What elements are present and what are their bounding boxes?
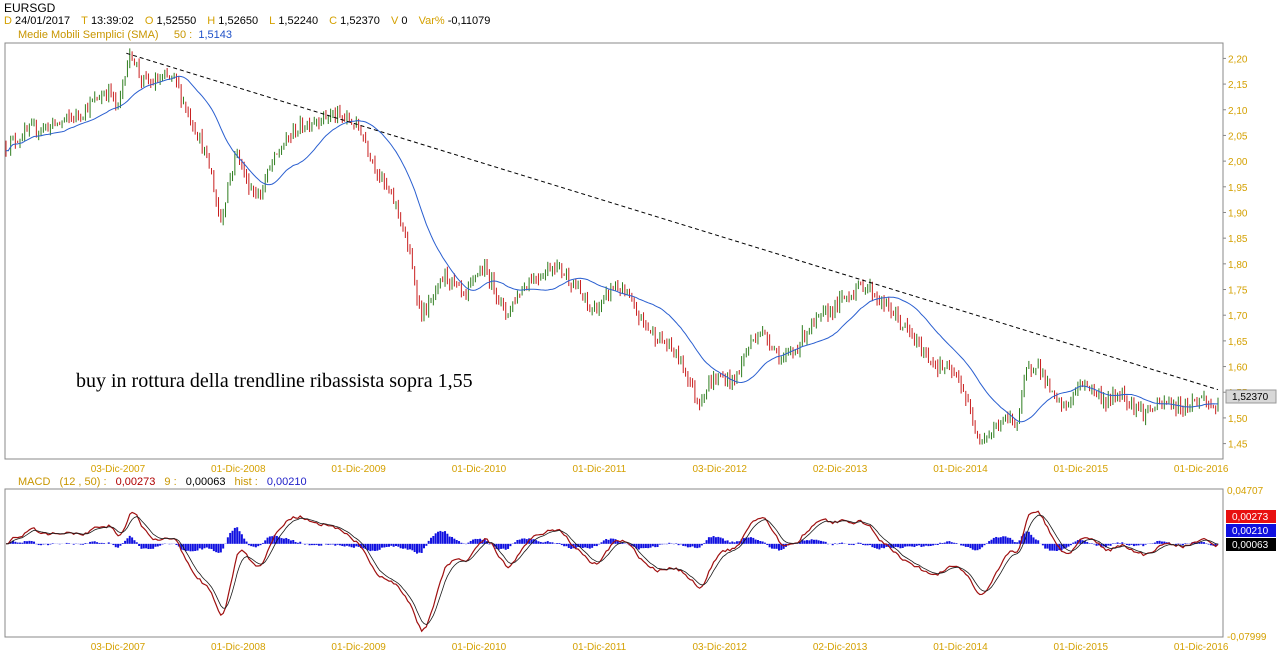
x-tick-label: 01-Dic-2011	[572, 642, 626, 653]
signal-line	[6, 514, 1219, 626]
x-tick-label: 02-Dic-2013	[813, 464, 868, 475]
x-tick-label: 01-Dic-2009	[331, 464, 386, 475]
macd-x-axis: 03-Dic-2007 01-Dic-2008 01-Dic-2009 01-Dic-…	[91, 642, 1229, 653]
macd-label: MACD	[18, 476, 51, 488]
hist-badge: 0,00210	[1226, 524, 1276, 537]
y-tick-label: 1,60	[1228, 363, 1248, 374]
time-value: 13:39:02	[90, 15, 134, 27]
x-tick-label: 01-Dic-2015	[1054, 642, 1109, 653]
hist-label: hist :	[234, 476, 258, 488]
trendline	[126, 52, 1219, 391]
y-tick-label: 1,85	[1228, 234, 1248, 245]
y-tick-label: 1,75	[1228, 286, 1248, 297]
time-key: T	[81, 15, 88, 27]
sma-period: 50 :	[173, 29, 193, 41]
date-value: 24/01/2017	[15, 15, 71, 27]
y-tick-label: 1,90	[1228, 208, 1248, 219]
sma-label: Medie Mobili Semplici (SMA)	[18, 29, 159, 41]
sma-value: 1,5143	[198, 29, 233, 41]
macd-ymax-label: 0,04707	[1227, 486, 1264, 497]
price-y-axis: 2,20 2,15 2,10 2,05 2,00 1,95 1,90 1,85 1,80 1,75…	[1223, 54, 1248, 451]
macd-line	[5, 510, 1219, 633]
y-tick-label: 1,70	[1228, 311, 1248, 322]
macd-params: (12 , 50) :	[59, 476, 107, 488]
low-key: L	[269, 15, 276, 27]
x-tick-label: 03-Dic-2007	[91, 642, 146, 653]
price-badge: 1,52370	[1225, 389, 1277, 404]
y-tick-label: 1,95	[1228, 183, 1248, 194]
x-tick-label: 03-Dic-2007	[91, 464, 146, 475]
x-tick-label: 01-Dic-2010	[452, 464, 507, 475]
macd-histogram	[7, 527, 1219, 554]
x-tick-label: 01-Dic-2008	[211, 464, 266, 475]
date-key: D	[4, 15, 12, 27]
x-tick-label: 03-Dic-2012	[692, 642, 747, 653]
open-value: 1,52550	[156, 15, 197, 27]
y-tick-label: 1,80	[1228, 260, 1248, 271]
x-tick-label: 01-Dic-2014	[933, 642, 988, 653]
high-key: H	[207, 15, 216, 27]
close-value: 1,52370	[340, 15, 380, 27]
x-tick-label: 01-Dic-2008	[211, 642, 266, 653]
price-x-axis: 03-Dic-2007 01-Dic-2008 01-Dic-2009 01-Dic-…	[91, 464, 1229, 475]
volume-key: V	[390, 15, 399, 27]
signal-badge: 0,00063	[1226, 538, 1276, 551]
macd-value: 0,00273	[115, 476, 156, 488]
macd-ymin-label: -0,07999	[1227, 632, 1267, 643]
x-tick-label: 03-Dic-2012	[692, 464, 747, 475]
y-tick-label: 2,10	[1228, 106, 1248, 117]
y-tick-label: 2,15	[1228, 80, 1248, 91]
candlestick-series	[5, 48, 1219, 445]
macd-legend: MACD (12 , 50) : 0,00273 9 : 0,00063 his…	[18, 476, 313, 488]
variation-key: Var%	[418, 15, 445, 27]
y-tick-label: 2,05	[1228, 131, 1248, 142]
signal-label: 9 :	[164, 476, 177, 488]
low-value: 1,52240	[278, 15, 319, 27]
macd-badge: 0,00273	[1226, 510, 1276, 523]
y-tick-label: 2,20	[1228, 54, 1248, 65]
close-key: C	[329, 15, 338, 27]
symbol-title: EURSGD	[4, 1, 56, 15]
x-tick-label: 01-Dic-2011	[572, 464, 626, 475]
hist-badge-text: 0,00210	[1232, 526, 1269, 537]
price-panel-frame	[4, 42, 1224, 460]
y-tick-label: 1,45	[1228, 440, 1248, 451]
high-value: 1,52650	[218, 15, 259, 27]
x-tick-label: 01-Dic-2016	[1174, 464, 1229, 475]
y-tick-label: 2,00	[1228, 157, 1248, 168]
y-tick-label: 1,65	[1228, 337, 1248, 348]
x-tick-label: 02-Dic-2013	[813, 642, 868, 653]
x-tick-label: 01-Dic-2015	[1054, 464, 1109, 475]
x-tick-label: 01-Dic-2010	[452, 642, 507, 653]
sma-line	[5, 75, 1218, 423]
sma-legend: Medie Mobili Semplici (SMA) 50 : 1,5143	[18, 29, 232, 41]
open-key: O	[144, 15, 154, 27]
variation-value: -0,11079	[447, 15, 491, 27]
price-badge-text: 1,52370	[1232, 392, 1269, 403]
hist-value: 0,00210	[266, 476, 307, 488]
x-tick-label: 01-Dic-2016	[1174, 642, 1229, 653]
signal-value: 0,00063	[185, 476, 226, 488]
trade-annotation: buy in rottura della trendline ribassist…	[76, 370, 473, 392]
ohlc-readout: D 24/01/2017 T 13:39:02 O 1,52550 H 1,52…	[4, 15, 498, 27]
x-tick-label: 01-Dic-2014	[933, 464, 988, 475]
macd-panel-frame	[4, 488, 1224, 638]
macd-badge-text: 0,00273	[1232, 512, 1269, 523]
volume-value: 0	[401, 15, 408, 27]
y-tick-label: 1,50	[1228, 414, 1248, 425]
signal-badge-text: 0,00063	[1232, 540, 1269, 551]
x-tick-label: 01-Dic-2009	[331, 642, 386, 653]
